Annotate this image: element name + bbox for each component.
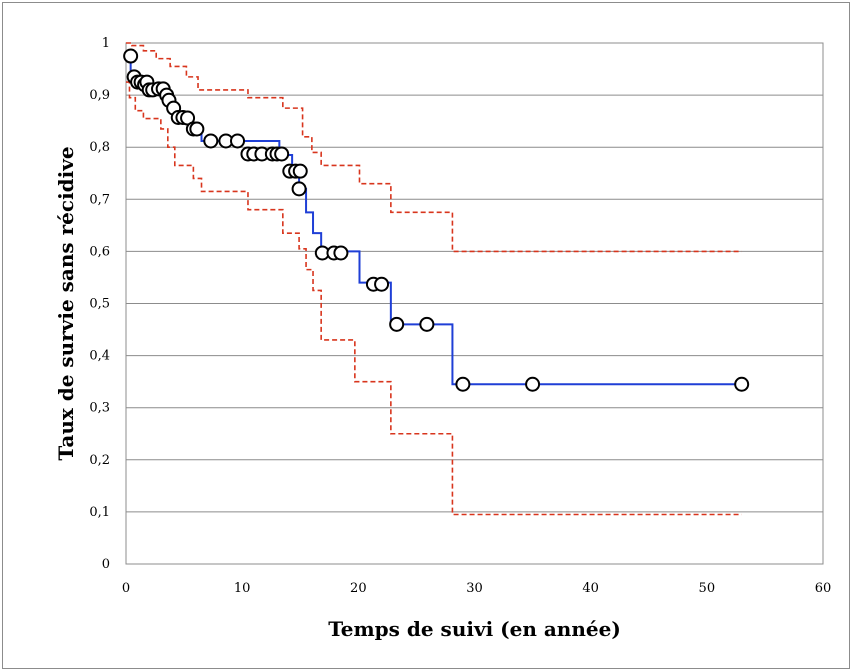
y-tick-label: 0,8	[89, 140, 110, 155]
censor-marker	[374, 276, 390, 292]
censor-marker	[189, 121, 205, 137]
y-tick-label: 0,4	[89, 349, 110, 364]
censor-marker	[389, 316, 405, 332]
y-tick-label: 0,7	[89, 192, 110, 207]
censor-marker	[291, 181, 307, 197]
x-axis-title: Temps de suivi (en année)	[328, 617, 621, 641]
censor-marker	[292, 163, 308, 179]
x-tick-label: 60	[815, 581, 832, 596]
y-tick-label: 0	[102, 557, 110, 572]
y-tick-label: 0,2	[89, 453, 110, 468]
y-tick-label: 0,1	[89, 505, 110, 520]
y-tick-label: 0,6	[89, 244, 110, 259]
grid-lines	[126, 42, 823, 565]
censor-marker	[274, 146, 290, 162]
confidence-bound	[126, 81, 742, 516]
censor-marker	[333, 245, 349, 261]
censor-marker	[419, 316, 435, 332]
y-tick-label: 0,5	[89, 297, 110, 312]
censor-marker	[230, 133, 246, 149]
censor-marker	[455, 376, 471, 392]
x-tick-label: 40	[582, 581, 599, 596]
censor-marker	[734, 376, 750, 392]
confidence-bound	[126, 42, 742, 253]
y-tick-label: 0,9	[89, 88, 110, 103]
survival-curve	[126, 52, 742, 386]
x-tick-label: 30	[466, 581, 483, 596]
y-tick-label: 1	[102, 36, 110, 51]
x-axis-ticks: 0 10 20 30 40 50 60	[122, 581, 831, 596]
plot-area	[125, 42, 824, 565]
series-layer	[126, 42, 742, 516]
y-tick-label: 0,3	[89, 401, 110, 416]
censor-marker	[525, 376, 541, 392]
x-tick-label: 10	[234, 581, 251, 596]
y-axis-ticks: 0 0,1 0,2 0,3 0,4 0,5 0,6 0,7 0,8 0,9 1	[89, 36, 110, 572]
x-tick-label: 0	[122, 581, 130, 596]
censor-marker	[123, 48, 139, 64]
y-axis-title: Taux de survie sans récidive	[54, 146, 78, 460]
censor-markers	[123, 48, 750, 392]
x-tick-label: 50	[699, 581, 716, 596]
censor-marker	[203, 133, 219, 149]
x-tick-label: 20	[350, 581, 367, 596]
